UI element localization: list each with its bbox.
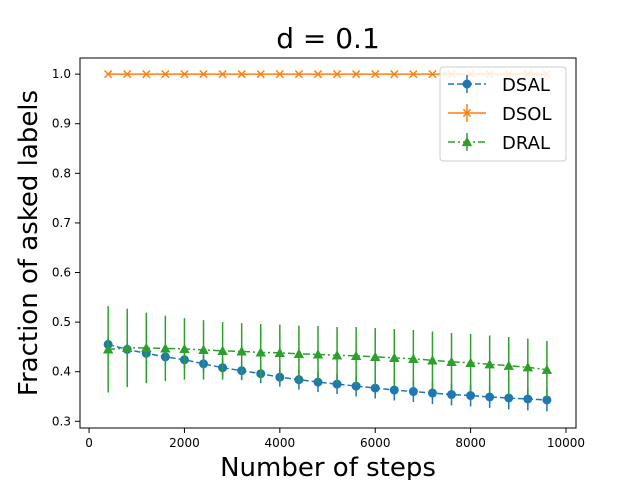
y-tick-label: 0.7 xyxy=(52,216,71,230)
x-tick-label: 10000 xyxy=(547,436,585,450)
x-axis: 0 2000 4000 6000 8000 10000 xyxy=(85,428,585,450)
data-point xyxy=(389,385,399,395)
data-point xyxy=(466,391,476,401)
data-point xyxy=(428,69,437,79)
data-point xyxy=(484,359,495,369)
data-point xyxy=(199,69,208,79)
data-point xyxy=(370,383,380,393)
data-point xyxy=(218,69,227,79)
data-point xyxy=(275,69,284,79)
y-tick-label: 0.5 xyxy=(52,315,71,329)
data-point xyxy=(312,349,324,359)
data-point xyxy=(504,393,514,403)
x-tick-label: 0 xyxy=(85,436,93,450)
y-tick-label: 0.8 xyxy=(52,166,71,180)
data-point xyxy=(293,348,305,359)
data-point xyxy=(523,394,533,404)
plot-area xyxy=(102,69,553,412)
data-point xyxy=(274,347,286,358)
data-point xyxy=(389,352,400,362)
data-point xyxy=(542,395,552,405)
data-point xyxy=(255,347,266,357)
data-point xyxy=(294,69,304,79)
legend-marker xyxy=(462,108,472,118)
y-tick-label: 0.3 xyxy=(52,414,71,428)
y-axis-label: Fraction of asked labels xyxy=(14,90,44,396)
data-point xyxy=(371,69,380,79)
x-tick-label: 4000 xyxy=(265,436,296,450)
data-point xyxy=(408,353,419,363)
data-point xyxy=(198,344,209,355)
data-point xyxy=(123,69,132,79)
legend-entry-dsal: DSAL xyxy=(448,75,550,96)
data-point xyxy=(352,69,361,79)
data-point xyxy=(332,379,342,389)
data-point xyxy=(370,351,381,361)
data-point xyxy=(122,342,133,353)
data-point xyxy=(408,387,418,397)
data-point xyxy=(217,345,228,356)
y-tick-label: 1.0 xyxy=(52,67,71,81)
legend-label: DSOL xyxy=(502,104,551,125)
legend-label: DRAL xyxy=(502,133,550,154)
data-point xyxy=(256,69,265,79)
data-point xyxy=(390,69,399,79)
y-tick-label: 0.9 xyxy=(52,117,71,131)
data-point xyxy=(160,343,171,353)
x-tick-label: 6000 xyxy=(360,436,391,450)
data-point xyxy=(313,69,323,79)
data-point xyxy=(180,69,189,79)
legend: DSAL DSOL DRAL xyxy=(439,66,567,162)
legend-entry-dsol: DSOL xyxy=(448,104,551,125)
data-point xyxy=(179,343,190,354)
data-point xyxy=(447,390,457,400)
data-point xyxy=(427,355,438,365)
legend-frame xyxy=(439,66,567,162)
data-point xyxy=(522,362,534,372)
legend-entry-dral: DRAL xyxy=(448,133,550,154)
x-tick-label: 8000 xyxy=(455,436,486,450)
data-point xyxy=(102,344,114,354)
series-dral xyxy=(102,306,553,399)
y-axis: 0.3 0.4 0.5 0.6 0.7 0.8 0.9 1.0 xyxy=(52,67,80,428)
data-point xyxy=(104,69,113,79)
legend-label: DSAL xyxy=(502,75,550,96)
data-point xyxy=(503,360,514,370)
x-tick-label: 2000 xyxy=(169,436,200,450)
data-point xyxy=(142,69,151,79)
chart-title: d = 0.1 xyxy=(276,22,380,55)
data-point xyxy=(465,357,476,367)
series-line xyxy=(108,347,548,371)
data-point xyxy=(351,381,361,391)
y-tick-label: 0.4 xyxy=(52,365,71,379)
legend-marker xyxy=(462,79,472,89)
data-point xyxy=(409,69,418,79)
axes-frame xyxy=(79,57,577,429)
data-point xyxy=(446,356,457,366)
data-point xyxy=(236,346,247,356)
data-point xyxy=(350,350,362,360)
data-point xyxy=(331,350,343,360)
x-axis-label: Number of steps xyxy=(220,453,436,480)
data-point xyxy=(237,69,246,79)
data-point xyxy=(427,388,437,398)
data-point xyxy=(161,69,170,79)
legend-marker xyxy=(461,136,473,147)
y-tick-label: 0.6 xyxy=(52,266,71,280)
data-point xyxy=(332,69,342,79)
data-point xyxy=(485,392,495,402)
data-point xyxy=(541,364,553,374)
data-point xyxy=(141,342,152,353)
